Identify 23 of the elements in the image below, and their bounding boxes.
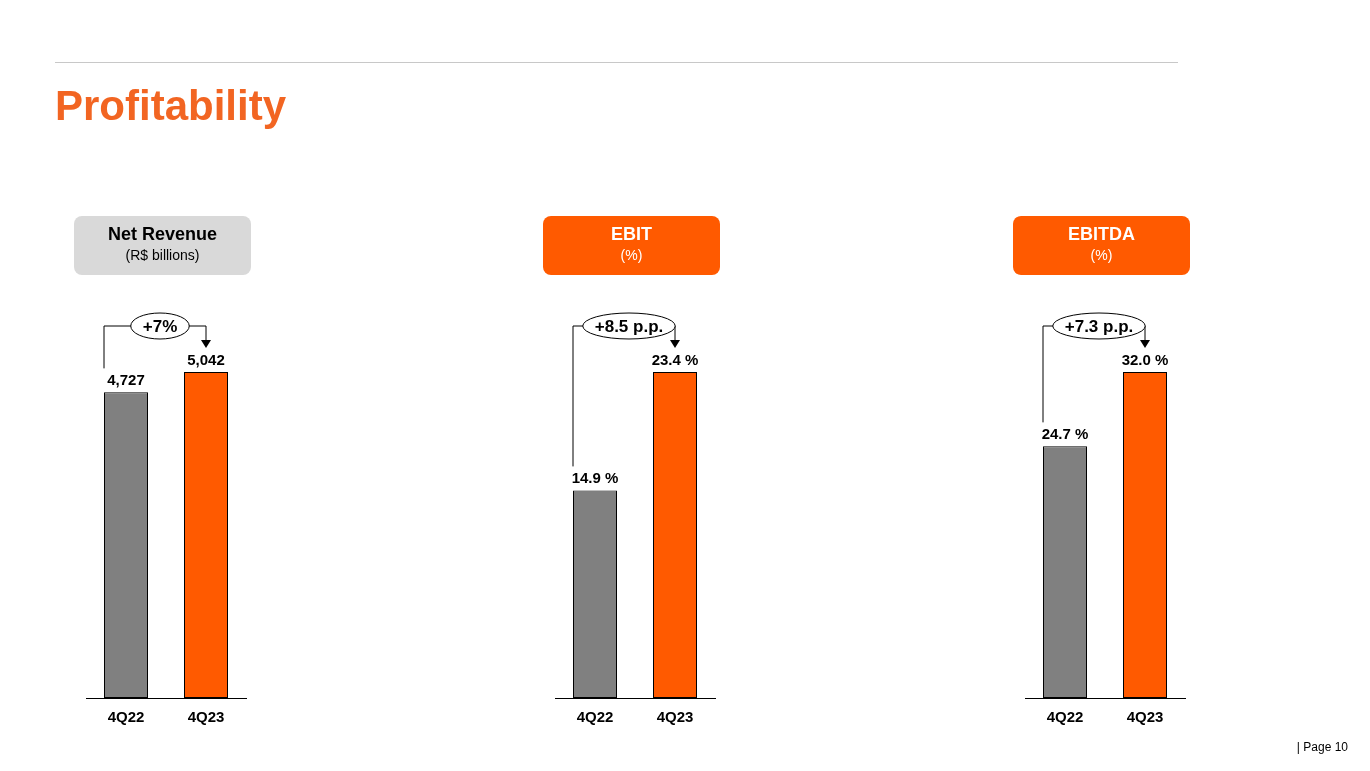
data-label: 23.4 % xyxy=(651,350,699,368)
text: +7% xyxy=(142,316,178,336)
text: | Page 10 xyxy=(1296,740,1348,754)
text: +8.5 p.p. xyxy=(594,316,664,336)
chart-subtitle: (%) xyxy=(619,247,644,263)
data-label: 5,042 xyxy=(187,350,225,368)
chart-subtitle: (R$ billions) xyxy=(124,247,201,263)
data-label: 32.0 % xyxy=(1121,350,1169,368)
x-tick-label: 4Q22 xyxy=(107,708,145,726)
data-label: 14.9 % xyxy=(571,469,619,487)
x-tick-label: 4Q23 xyxy=(1126,708,1164,726)
x-tick-label: 4Q22 xyxy=(1046,708,1084,726)
x-tick-label: 4Q23 xyxy=(187,708,225,726)
chart-title: EBITDA xyxy=(1067,224,1136,245)
chart-title: EBIT xyxy=(610,224,653,245)
x-tick-label: 4Q22 xyxy=(576,708,614,726)
x-tick-label: 4Q23 xyxy=(656,708,694,726)
text: Profitability xyxy=(55,82,287,130)
text: +7.3 p.p. xyxy=(1064,316,1134,336)
data-label: 24.7 % xyxy=(1041,425,1089,443)
data-label: 4,727 xyxy=(107,371,145,389)
chart-subtitle: (%) xyxy=(1089,247,1114,263)
chart-title: Net Revenue xyxy=(106,224,218,245)
